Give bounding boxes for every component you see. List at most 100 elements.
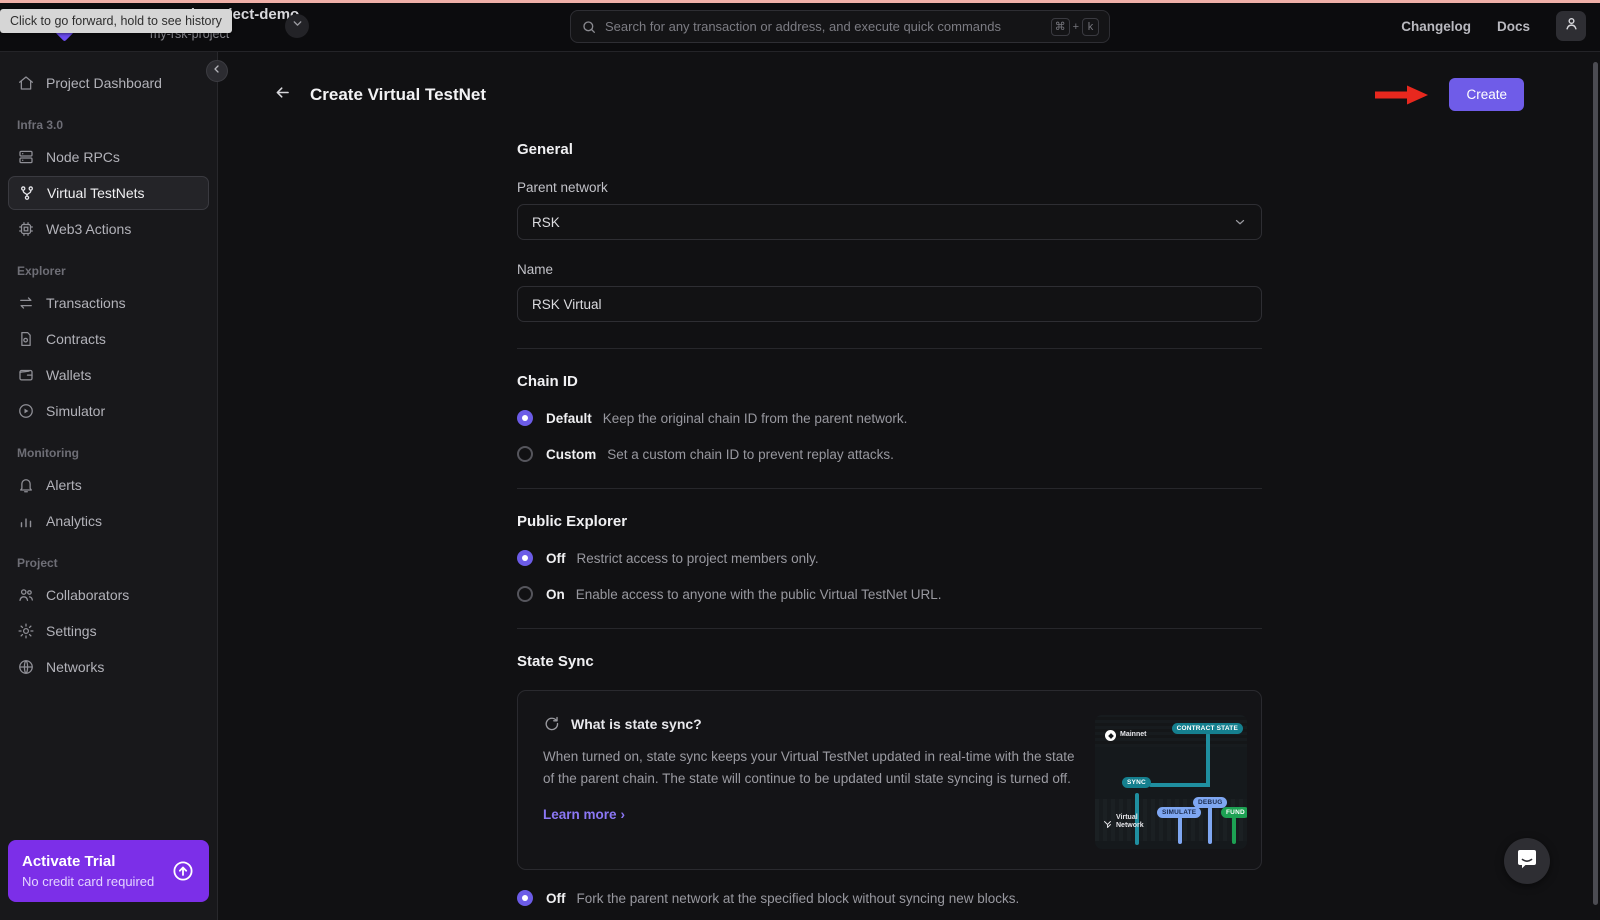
create-button[interactable]: Create — [1449, 78, 1524, 111]
option-desc: Restrict access to project members only. — [576, 550, 819, 566]
server-icon — [17, 148, 35, 166]
radio-default[interactable] — [517, 410, 533, 426]
person-icon — [1563, 15, 1580, 37]
vertical-scrollbar[interactable] — [1593, 62, 1598, 905]
chat-bubble-icon — [1515, 847, 1539, 876]
arrow-up-circle-icon — [171, 859, 195, 883]
state-sync-diagram: Mainnet CONTRACT STATE SYNC SIMULATE DEB… — [1095, 715, 1247, 849]
refresh-icon — [543, 715, 560, 732]
mainnet-node-icon — [1105, 730, 1116, 741]
option-label: Off — [546, 550, 566, 566]
chevron-down-icon — [1233, 215, 1247, 229]
shortcut-plus: + — [1072, 20, 1079, 33]
globe-icon — [17, 658, 35, 676]
arrow-left-icon — [273, 83, 292, 107]
trial-text: Activate Trial No credit card required — [22, 853, 154, 889]
sidebar-item-transactions[interactable]: Transactions — [8, 286, 209, 320]
parent-network-select[interactable]: RSK — [517, 204, 1262, 240]
state-sync-option-off: Off Fork the parent network at the speci… — [517, 890, 1262, 906]
sidebar-item-label: Virtual TestNets — [47, 185, 145, 201]
cpu-icon — [17, 220, 35, 238]
sidebar-item-project-dashboard[interactable]: Project Dashboard — [8, 66, 209, 100]
state-sync-info-body: When turned on, state sync keeps your Vi… — [543, 749, 1075, 787]
sidebar-section-label: Project — [17, 556, 58, 570]
history-tooltip: Click to go forward, hold to see history — [0, 9, 232, 33]
state-sync-info-text: What is state sync? When turned on, stat… — [543, 715, 1088, 849]
page-header: Create Virtual TestNet Create — [273, 78, 1524, 111]
contract-file-icon — [17, 330, 35, 348]
chevron-left-icon — [211, 62, 223, 80]
sidebar-item-label: Web3 Actions — [46, 221, 132, 237]
sidebar-item-wallets[interactable]: Wallets — [8, 358, 209, 392]
public-explorer-option-on: On Enable access to anyone with the publ… — [517, 586, 1262, 602]
learn-more-link[interactable]: Learn more › — [543, 807, 625, 822]
sidebar-item-alerts[interactable]: Alerts — [8, 468, 209, 502]
chain-id-heading: Chain ID — [517, 373, 578, 390]
parent-network-label: Parent network — [517, 180, 608, 195]
name-input[interactable] — [517, 286, 1262, 322]
public-explorer-heading: Public Explorer — [517, 513, 628, 530]
annotation-arrow — [1373, 84, 1429, 106]
global-search[interactable]: ⌘ + k — [570, 10, 1110, 43]
sidebar-section-label: Explorer — [17, 264, 66, 278]
contract-state-pill: CONTRACT STATE — [1171, 723, 1243, 734]
fork-icon — [1103, 812, 1112, 833]
docs-link[interactable]: Docs — [1496, 18, 1530, 34]
sidebar-collapse-button[interactable] — [206, 60, 228, 82]
sidebar-item-networks[interactable]: Networks — [8, 650, 209, 684]
chain-id-option-custom: Custom Set a custom chain ID to prevent … — [517, 446, 1262, 462]
activate-trial-banner[interactable]: Activate Trial No credit card required — [8, 840, 209, 902]
support-chat-button[interactable] — [1504, 838, 1550, 884]
radio-explorer-off[interactable] — [517, 550, 533, 566]
fund-pill: FUND — [1221, 807, 1247, 818]
sidebar-item-label: Networks — [46, 659, 105, 675]
diagram-mainnet-label: Mainnet — [1105, 730, 1146, 741]
general-heading: General — [517, 141, 573, 158]
sidebar-item-label: Collaborators — [46, 587, 130, 603]
sidebar-item-node-rpcs[interactable]: Node RPCs — [8, 140, 209, 174]
option-desc: Enable access to anyone with the public … — [575, 586, 942, 602]
back-button[interactable] — [273, 83, 292, 107]
sidebar-item-label: Wallets — [46, 367, 92, 383]
home-icon — [17, 74, 35, 92]
sidebar-item-label: Node RPCs — [46, 149, 120, 165]
option-desc: Fork the parent network at the specified… — [576, 890, 1020, 906]
play-circle-icon — [17, 402, 35, 420]
chevron-down-icon — [291, 17, 304, 35]
page-title: Create Virtual TestNet — [310, 84, 487, 104]
option-label: Off — [546, 890, 566, 906]
name-label: Name — [517, 262, 554, 277]
project-dropdown-button[interactable] — [285, 14, 309, 38]
sidebar-item-virtual-testnets[interactable]: Virtual TestNets — [8, 176, 209, 210]
radio-sync-off[interactable] — [517, 890, 533, 906]
sidebar-item-collaborators[interactable]: Collaborators — [8, 578, 209, 612]
create-form: General Parent network RSK Name Chain ID… — [517, 141, 1262, 920]
sidebar-item-label: Settings — [46, 623, 97, 639]
radio-explorer-on[interactable] — [517, 586, 533, 602]
state-sync-info-card: What is state sync? When turned on, stat… — [517, 690, 1262, 870]
debug-pill: DEBUG — [1193, 797, 1228, 808]
trial-subtitle: No credit card required — [22, 874, 155, 889]
search-input[interactable] — [605, 19, 1051, 34]
learn-more-label: Learn more — [543, 806, 617, 822]
chain-id-option-default: Default Keep the original chain ID from … — [517, 410, 1262, 426]
sidebar-section-label: Infra 3.0 — [17, 118, 64, 132]
search-icon — [581, 19, 597, 35]
account-menu-button[interactable] — [1556, 11, 1586, 41]
sidebar-item-contracts[interactable]: Contracts — [8, 322, 209, 356]
sidebar-item-simulator[interactable]: Simulator — [8, 394, 209, 428]
gear-icon — [17, 622, 35, 640]
state-sync-info-title: What is state sync? — [571, 715, 702, 732]
window-edge-strip — [0, 0, 1600, 3]
divider — [517, 628, 1262, 629]
sidebar-section-label: Monitoring — [17, 446, 79, 460]
radio-custom[interactable] — [517, 446, 533, 462]
sidebar-item-settings[interactable]: Settings — [8, 614, 209, 648]
sidebar-item-label: Alerts — [46, 477, 82, 493]
changelog-link[interactable]: Changelog — [1401, 18, 1471, 34]
sidebar-item-label: Analytics — [46, 513, 103, 529]
k-key-badge: k — [1082, 17, 1099, 36]
sidebar-item-web3-actions[interactable]: Web3 Actions — [8, 212, 209, 246]
sidebar-item-analytics[interactable]: Analytics — [8, 504, 209, 538]
option-desc: Keep the original chain ID from the pare… — [602, 410, 908, 426]
